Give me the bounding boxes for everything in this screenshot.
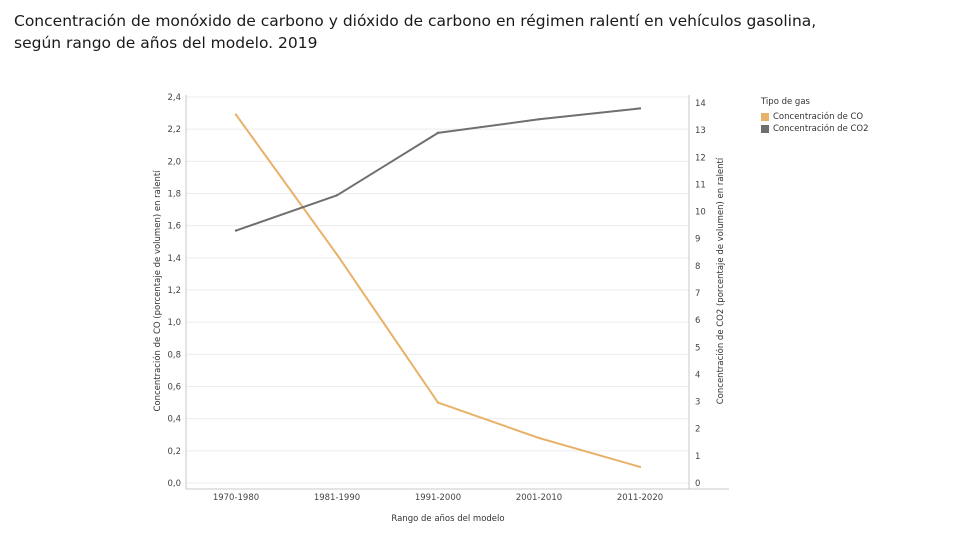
data-point-co bbox=[638, 465, 642, 469]
x-axis-label: Rango de años del modelo bbox=[391, 514, 504, 524]
y-right-tick-label: 13 bbox=[695, 126, 706, 136]
y-left-tick-label: 0,2 bbox=[167, 447, 181, 457]
data-point-co2 bbox=[638, 107, 642, 110]
y-left-tick-label: 1,0 bbox=[167, 318, 181, 328]
y-right-tick-label: 3 bbox=[695, 398, 700, 408]
y-right-tick-label: 9 bbox=[695, 235, 700, 245]
legend-swatch-co2 bbox=[761, 125, 769, 133]
chart-title: Concentración de monóxido de carbono y d… bbox=[14, 10, 914, 54]
x-tick-label: 1970-1980 bbox=[213, 493, 259, 503]
data-point-co bbox=[436, 401, 440, 404]
chart-title-line1: Concentración de monóxido de carbono y d… bbox=[14, 12, 817, 30]
y-left-tick-label: 0,0 bbox=[167, 479, 181, 489]
y-axis-left-label: Concentración de CO (porcentaje de volum… bbox=[152, 170, 163, 412]
grid-lines bbox=[186, 96, 689, 484]
y-right-tick-label: 6 bbox=[695, 316, 700, 326]
series-line-co2 bbox=[235, 107, 641, 232]
data-point-co2 bbox=[234, 229, 238, 232]
y-left-tick-label: 0,4 bbox=[167, 415, 181, 425]
y-left-tick-label: 0,6 bbox=[167, 383, 181, 393]
x-tick-label: 2011-2020 bbox=[617, 493, 663, 503]
legend-item-co: Concentración de CO bbox=[761, 111, 869, 123]
tick-labels: 0,0 0,2 0,4 0,6 0,8 1,0 1,2 1,4 1,6 1,8 2,0 2,2 2,4 0… bbox=[167, 93, 705, 503]
x-tick-label: 1981-1990 bbox=[314, 493, 360, 503]
y-right-tick-label: 1 bbox=[695, 452, 700, 462]
x-tick-label: 1991-2000 bbox=[415, 493, 461, 503]
legend-title: Tipo de gas bbox=[761, 97, 810, 107]
y-right-tick-label: 10 bbox=[695, 208, 706, 218]
legend-label-co: Concentración de CO bbox=[773, 112, 864, 122]
data-point-co bbox=[234, 113, 238, 116]
y-left-tick-label: 1,8 bbox=[167, 190, 181, 200]
y-left-tick-label: 2,0 bbox=[167, 157, 181, 167]
y-left-tick-label: 1,6 bbox=[167, 222, 181, 232]
y-left-tick-label: 2,4 bbox=[167, 93, 181, 103]
y-right-tick-label: 8 bbox=[695, 262, 700, 272]
data-point-co bbox=[537, 436, 541, 440]
chart-title-line2: según rango de años del modelo. 2019 bbox=[14, 34, 318, 52]
legend-item-co2: Concentración de CO2 bbox=[761, 123, 869, 135]
data-point-co bbox=[335, 253, 339, 256]
y-left-tick-label: 2,2 bbox=[167, 125, 181, 135]
y-right-tick-label: 12 bbox=[695, 153, 706, 163]
series-line-co bbox=[235, 113, 641, 468]
y-right-tick-label: 11 bbox=[695, 180, 706, 190]
x-tick-label: 2001-2010 bbox=[516, 493, 562, 503]
axes bbox=[185, 95, 729, 490]
data-point-co2 bbox=[436, 131, 440, 135]
y-left-tick-label: 1,4 bbox=[167, 254, 181, 264]
legend-label-co2: Concentración de CO2 bbox=[773, 124, 869, 134]
y-right-tick-label: 7 bbox=[695, 289, 700, 299]
y-right-tick-label: 0 bbox=[695, 479, 700, 489]
data-point-co2 bbox=[537, 118, 541, 121]
y-left-tick-label: 0,8 bbox=[167, 350, 181, 360]
y-right-tick-label: 4 bbox=[695, 370, 700, 380]
y-axis-right-label: Concentración de CO2 (porcentaje de volu… bbox=[715, 157, 726, 404]
legend: Tipo de gas Concentración de CO Concentr… bbox=[761, 97, 869, 135]
series-lines bbox=[234, 107, 642, 469]
y-left-tick-label: 1,2 bbox=[167, 286, 181, 296]
legend-swatch-co bbox=[761, 113, 769, 121]
y-right-tick-label: 5 bbox=[695, 343, 700, 353]
y-right-tick-label: 14 bbox=[695, 99, 706, 109]
data-point-co2 bbox=[335, 194, 339, 197]
y-right-tick-label: 2 bbox=[695, 425, 700, 435]
